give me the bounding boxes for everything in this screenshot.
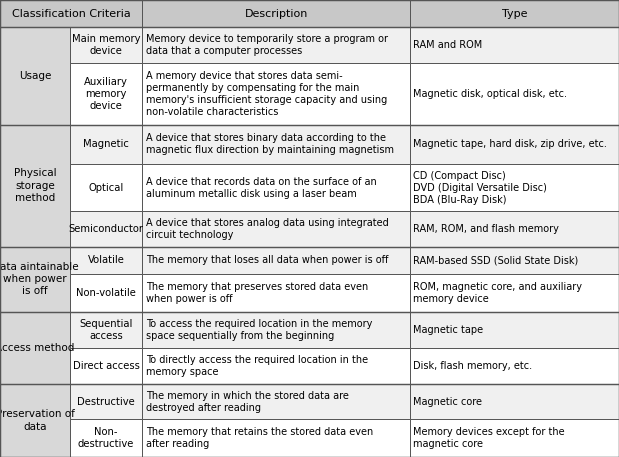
Bar xyxy=(70,247,142,274)
Text: A device that stores binary data according to the
magnetic flux direction by mai: A device that stores binary data accordi… xyxy=(146,133,394,155)
Bar xyxy=(70,63,142,125)
Text: Semiconductor: Semiconductor xyxy=(69,224,144,234)
Bar xyxy=(410,0,619,27)
Text: Optical: Optical xyxy=(89,182,124,192)
Bar xyxy=(142,384,410,420)
Text: Magnetic tape, hard disk, zip drive, etc.: Magnetic tape, hard disk, zip drive, etc… xyxy=(413,139,607,149)
Text: CD (Compact Disc)
DVD (Digital Versatile Disc)
BDA (Blu-Ray Disk): CD (Compact Disc) DVD (Digital Versatile… xyxy=(413,170,547,205)
Text: Magnetic tape: Magnetic tape xyxy=(413,325,483,335)
Bar xyxy=(410,384,619,420)
Bar xyxy=(142,312,410,348)
Bar xyxy=(70,312,142,348)
Text: Main memory
device: Main memory device xyxy=(72,34,141,56)
Bar xyxy=(410,348,619,384)
Bar xyxy=(410,312,619,348)
Bar xyxy=(142,348,410,384)
Text: The memory that retains the stored data even
after reading: The memory that retains the stored data … xyxy=(146,427,373,449)
Bar xyxy=(70,274,142,312)
Bar xyxy=(0,125,70,247)
Bar xyxy=(70,211,142,247)
Bar xyxy=(410,125,619,164)
Text: Physical
storage
method: Physical storage method xyxy=(14,168,56,203)
Text: Auxiliary
memory
device: Auxiliary memory device xyxy=(84,77,128,111)
Text: RAM-based SSD (Solid State Disk): RAM-based SSD (Solid State Disk) xyxy=(413,255,579,265)
Text: Magnetic disk, optical disk, etc.: Magnetic disk, optical disk, etc. xyxy=(413,89,568,99)
Text: To directly access the required location in the
memory space: To directly access the required location… xyxy=(146,355,368,377)
Bar xyxy=(142,164,410,211)
Text: The memory that preserves stored data even
when power is off: The memory that preserves stored data ev… xyxy=(146,282,368,304)
Text: Destructive: Destructive xyxy=(77,397,135,407)
Bar xyxy=(142,63,410,125)
Text: Description: Description xyxy=(245,9,308,19)
Text: Memory devices except for the
magnetic core: Memory devices except for the magnetic c… xyxy=(413,427,565,449)
Text: Direct access: Direct access xyxy=(72,361,140,371)
Text: Classification Criteria: Classification Criteria xyxy=(12,9,131,19)
Text: The memory that loses all data when power is off: The memory that loses all data when powe… xyxy=(146,255,389,265)
Text: Magnetic: Magnetic xyxy=(83,139,129,149)
Text: A device that records data on the surface of an
aluminum metallic disk using a l: A device that records data on the surfac… xyxy=(146,176,377,198)
Bar xyxy=(70,164,142,211)
Bar xyxy=(0,312,70,384)
Bar xyxy=(142,211,410,247)
Text: A memory device that stores data semi-
permanently by compensating for the main
: A memory device that stores data semi- p… xyxy=(146,71,387,117)
Text: Data aintainable
when power
is off: Data aintainable when power is off xyxy=(0,262,78,297)
Text: RAM and ROM: RAM and ROM xyxy=(413,40,483,50)
Bar xyxy=(410,63,619,125)
Bar xyxy=(0,27,70,125)
Text: Disk, flash memory, etc.: Disk, flash memory, etc. xyxy=(413,361,532,371)
Text: Non-
destructive: Non- destructive xyxy=(78,427,134,449)
Bar xyxy=(142,0,410,27)
Text: A device that stores analog data using integrated
circuit technology: A device that stores analog data using i… xyxy=(146,218,389,240)
Bar xyxy=(70,420,142,457)
Bar xyxy=(142,247,410,274)
Bar xyxy=(142,420,410,457)
Bar xyxy=(410,211,619,247)
Bar xyxy=(70,348,142,384)
Text: Magnetic core: Magnetic core xyxy=(413,397,482,407)
Text: Access method: Access method xyxy=(0,343,75,353)
Text: Usage: Usage xyxy=(19,71,51,81)
Bar xyxy=(410,274,619,312)
Text: Preservation of
data: Preservation of data xyxy=(0,409,74,431)
Bar xyxy=(0,0,142,27)
Text: Volatile: Volatile xyxy=(88,255,124,265)
Bar xyxy=(142,27,410,63)
Bar xyxy=(0,247,70,312)
Text: The memory in which the stored data are
destroyed after reading: The memory in which the stored data are … xyxy=(146,391,349,413)
Bar xyxy=(142,125,410,164)
Bar xyxy=(0,384,70,457)
Text: Non-volatile: Non-volatile xyxy=(76,288,136,298)
Text: Memory device to temporarily store a program or
data that a computer processes: Memory device to temporarily store a pro… xyxy=(146,34,388,56)
Text: Sequential
access: Sequential access xyxy=(79,319,133,341)
Bar xyxy=(70,384,142,420)
Bar xyxy=(142,274,410,312)
Bar xyxy=(410,27,619,63)
Bar xyxy=(410,420,619,457)
Bar xyxy=(70,27,142,63)
Bar xyxy=(410,247,619,274)
Text: To access the required location in the memory
space sequentially from the beginn: To access the required location in the m… xyxy=(146,319,373,341)
Text: RAM, ROM, and flash memory: RAM, ROM, and flash memory xyxy=(413,224,560,234)
Text: Type: Type xyxy=(501,9,527,19)
Text: ROM, magnetic core, and auxiliary
memory device: ROM, magnetic core, and auxiliary memory… xyxy=(413,282,582,304)
Bar xyxy=(70,125,142,164)
Bar xyxy=(410,164,619,211)
